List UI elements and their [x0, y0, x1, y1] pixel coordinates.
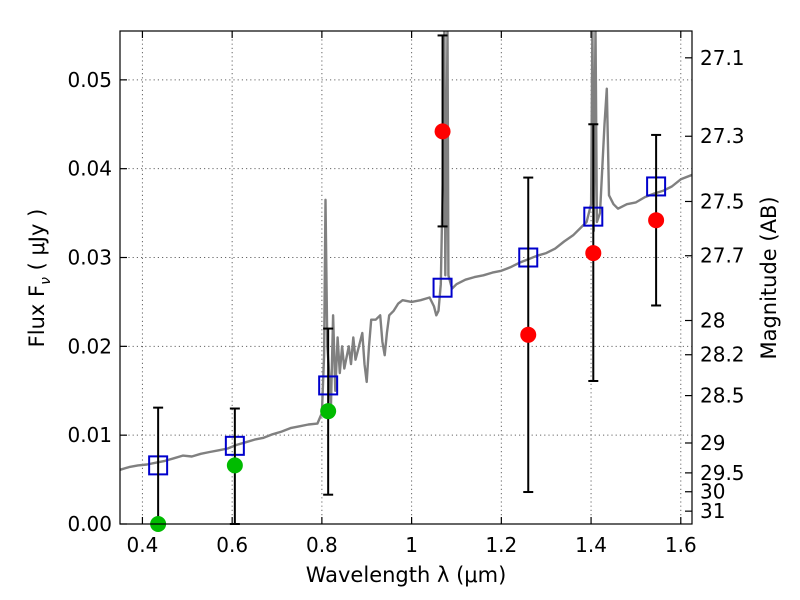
observed-flux-point [434, 123, 451, 140]
y2-tick-label: 27.1 [700, 46, 745, 70]
x-axis-label: Wavelength λ (μm) [306, 563, 507, 587]
y-tick-label: 0.02 [67, 334, 112, 358]
x-tick-label: 0.8 [306, 533, 338, 557]
y2-tick-label: 27.3 [700, 124, 745, 148]
model-spectrum-line [120, 31, 692, 471]
y-axis-label-main: Flux F [25, 285, 49, 347]
y-tick-label: 0.03 [67, 246, 112, 270]
y2-tick-label: 27.5 [700, 189, 745, 213]
axis-ticks: 0.4 0.6 0.8 1 1.2 1.4 1.6 0.00 0.01 0.02 0.03 0.04 0… [67, 31, 745, 557]
model-band-square [432, 277, 453, 298]
y-tick-label: 0.01 [67, 423, 112, 447]
x-tick-label: 0.6 [216, 533, 248, 557]
y2-tick-label: 28 [700, 309, 725, 333]
y2-tick-label: 29.5 [700, 461, 745, 485]
y-axis-label-unit: ( μJy ) [25, 209, 49, 277]
y2-axis-label: Magnitude (AB) [757, 196, 781, 359]
x-tick-label: 1.4 [575, 533, 607, 557]
x-tick-label: 1 [405, 533, 418, 557]
observed-flux-point [585, 245, 602, 262]
observed-flux-point [226, 457, 243, 474]
y2-tick-label: 29 [700, 431, 725, 455]
observed-flux-point [520, 326, 537, 343]
observed-flux-point [648, 212, 665, 229]
data-markers [148, 34, 667, 532]
y2-tick-label: 31 [700, 499, 725, 523]
y-axis-label: Flux Fν ( μJy ) [25, 209, 54, 348]
x-tick-label: 1.2 [485, 533, 517, 557]
x-tick-label: 0.4 [127, 533, 159, 557]
y2-tick-label: 30 [700, 480, 725, 504]
y2-tick-label: 28.2 [700, 343, 745, 367]
observed-flux-point [320, 403, 337, 420]
x-tick-label: 1.6 [665, 533, 697, 557]
y-tick-label: 0.00 [67, 512, 112, 536]
plot-area [120, 31, 692, 471]
y2-tick-label: 27.7 [700, 244, 745, 268]
y-axis-label-subscript: ν [38, 277, 54, 285]
y-tick-label: 0.04 [67, 157, 112, 181]
y2-tick-label: 28.5 [700, 384, 745, 408]
plot-frame [119, 30, 693, 525]
y-tick-label: 0.05 [67, 68, 112, 92]
